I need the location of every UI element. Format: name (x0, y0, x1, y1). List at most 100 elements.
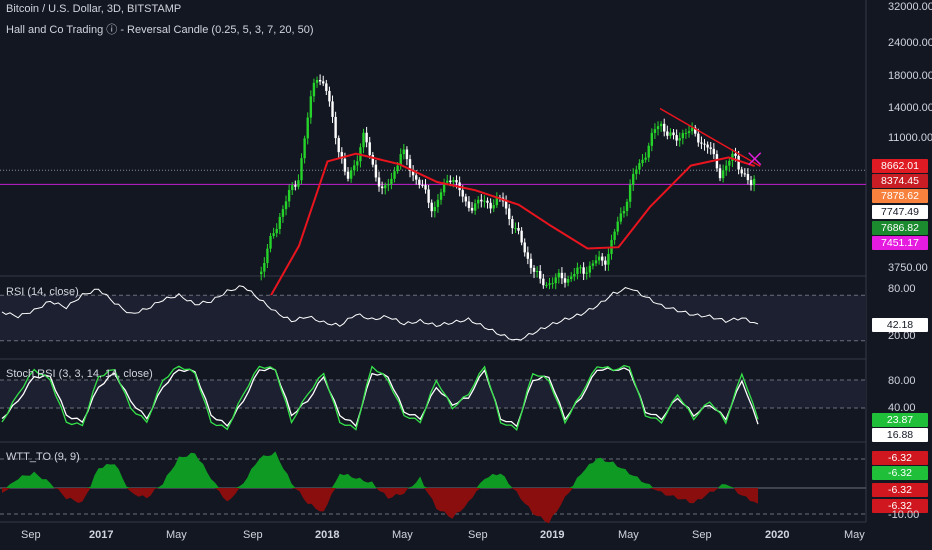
candle-body (749, 180, 753, 186)
candle-body (439, 192, 443, 200)
candle-body (455, 180, 458, 183)
price-axis-label: 11000.00 (888, 132, 932, 144)
candle-body (517, 227, 520, 231)
candle-body (362, 132, 365, 148)
candle-body (315, 80, 319, 83)
candle-body (433, 206, 437, 212)
candle-body (343, 158, 347, 172)
wt-axis-label: -10.00 (888, 509, 920, 521)
candle-body (697, 133, 700, 143)
candle-body (635, 169, 638, 174)
stoch-k-tag: 23.87 (872, 413, 928, 427)
candle-body (390, 178, 393, 185)
rsi-axis-label: 20.00 (888, 330, 916, 342)
candle-body (604, 260, 607, 265)
candle-body (365, 132, 368, 143)
time-axis-label: May (166, 529, 187, 541)
candle-body (356, 161, 359, 166)
candle-body (539, 271, 542, 279)
candle-body (656, 126, 660, 130)
candle-body (511, 219, 514, 229)
candle-body (588, 265, 592, 273)
candle-body (703, 143, 706, 145)
stoch-d-line (1, 367, 759, 428)
wt-positive-area (2, 451, 758, 488)
stoch-band-fill (0, 380, 866, 408)
time-axis-label: May (392, 529, 413, 541)
candle-body (380, 186, 384, 189)
candle-body (374, 164, 378, 178)
candle-body (260, 271, 263, 275)
candle-body (687, 131, 691, 133)
wt-value-tag: -6.32 (872, 466, 928, 480)
candle-body (461, 190, 464, 197)
candle-body (647, 145, 650, 158)
candle-body (526, 252, 530, 259)
candle-body (669, 132, 672, 136)
price-tag-last: 7747.49 (872, 205, 928, 219)
candle-body (712, 148, 716, 155)
candle-body (666, 131, 669, 136)
candle-body (740, 169, 743, 174)
candle-body (709, 147, 712, 149)
candle-body (672, 132, 675, 136)
candle-body (625, 201, 629, 211)
wt-title: WTT_TO (9, 9) (6, 451, 80, 463)
candle-body (477, 199, 480, 204)
time-axis-label: 2019 (540, 529, 565, 541)
candle-body (337, 138, 340, 153)
candle-body (470, 207, 474, 211)
candle-body (700, 142, 703, 144)
candle-body (743, 173, 747, 175)
indicator-title: Hall and Co Trading ⓘ - Reversal Candle … (6, 24, 314, 36)
candle-body (551, 283, 554, 285)
candle-body (396, 165, 399, 172)
candle-body (678, 138, 681, 141)
time-axis-label: May (618, 529, 639, 541)
price-axis-label: 24000.00 (888, 37, 932, 49)
candle-body (535, 271, 539, 273)
time-axis-label: 2020 (765, 529, 790, 541)
candle-body (489, 202, 492, 209)
candle-body (591, 263, 595, 266)
candle-body (694, 127, 697, 134)
candle-body (266, 248, 269, 264)
candle-body (377, 177, 381, 187)
candle-body (312, 82, 316, 97)
candle-body (446, 180, 449, 183)
candle-body (349, 170, 353, 179)
candle-body (585, 272, 588, 274)
price-tag-support: 7451.17 (872, 236, 928, 250)
candle-body (269, 235, 272, 249)
candle-body (284, 201, 288, 210)
candle-body (560, 272, 564, 279)
candle-body (548, 283, 551, 285)
candle-body (715, 154, 719, 169)
candle-body (322, 81, 325, 84)
candle-body (542, 278, 545, 286)
candle-body (300, 158, 303, 181)
rsi-line (1, 285, 759, 341)
price-axis-label: 14000.00 (888, 102, 932, 114)
price-axis-label: 32000.00 (888, 1, 932, 13)
candle-body (570, 276, 573, 280)
candle-body (418, 179, 421, 185)
candle-body (504, 201, 508, 209)
candle-body (554, 277, 557, 284)
symbol-title: Bitcoin / U.S. Dollar, 3D, BITSTAMP (6, 3, 182, 15)
candle-body (734, 153, 737, 156)
stoch-axis-label: 80.00 (888, 375, 916, 387)
time-axis-label: Sep (468, 529, 488, 541)
candle-body (405, 149, 409, 160)
candle-body (275, 228, 278, 234)
candle-body (303, 138, 306, 159)
candle-body (442, 182, 446, 193)
candle-body (644, 157, 647, 160)
stoch-k-line (1, 364, 759, 431)
candle-body (607, 253, 610, 265)
candle-body (752, 178, 756, 186)
price-tag-trend: 8374.45 (872, 174, 928, 188)
candle-body (294, 185, 297, 187)
candle-body (545, 284, 548, 286)
